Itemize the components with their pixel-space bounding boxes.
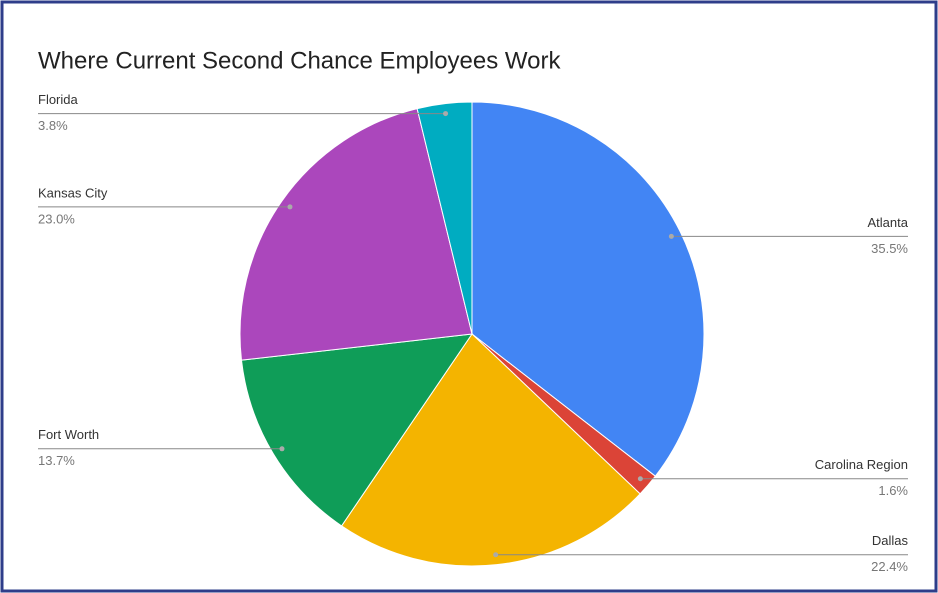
slice-value: 22.4% [871,559,908,574]
slice-value: 13.7% [38,453,75,468]
slice-label: Florida [38,92,79,107]
leader-dot [443,111,449,117]
slice-value: 3.8% [38,118,68,133]
slice-label: Carolina Region [815,457,908,472]
leader-dot [287,204,293,210]
slice-label: Fort Worth [38,427,99,442]
leader-dot [637,476,643,482]
leader-dot [493,552,499,558]
slice-label: Kansas City [38,185,108,200]
slice-value: 35.5% [871,241,908,256]
pie-slice [240,333,474,527]
pie-slice [471,101,705,477]
slice-label: Atlanta [868,215,909,230]
slice-label: Dallas [872,533,909,548]
slice-value: 1.6% [878,483,908,498]
pie-slice [340,333,641,567]
slice-value: 23.0% [38,211,75,226]
leader-dot [279,446,285,452]
pie-slice [239,107,473,361]
pie-slice [416,101,473,335]
leader-dot [668,233,674,239]
chart-title: Where Current Second Chance Employees Wo… [38,47,561,74]
